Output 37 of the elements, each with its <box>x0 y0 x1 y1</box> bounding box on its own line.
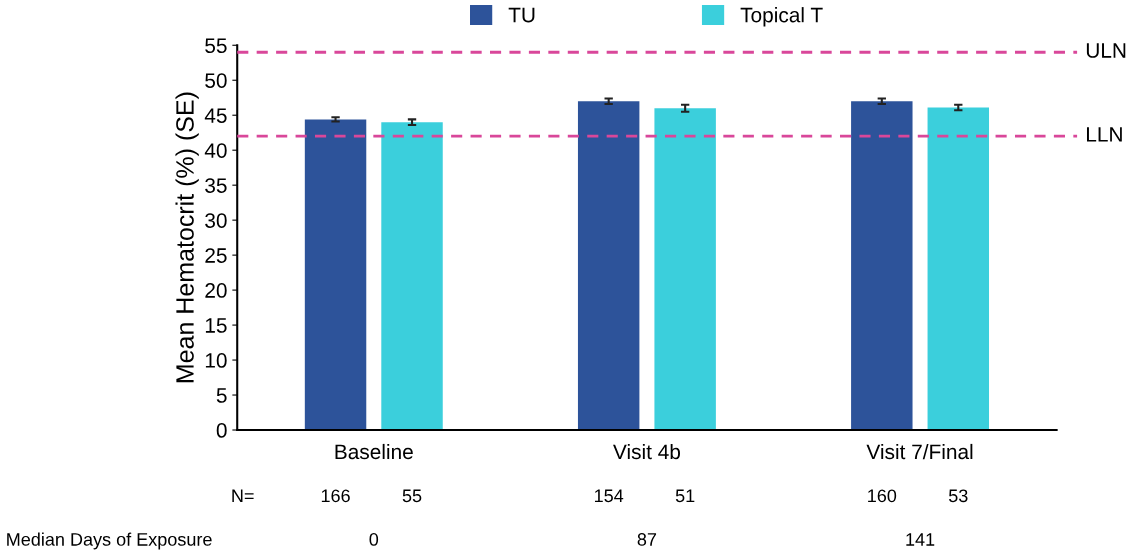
text: 51 <box>675 489 695 503</box>
y-tick-label: 0 <box>216 423 227 438</box>
y-tick-label: 40 <box>204 143 227 158</box>
text: 0 <box>369 533 379 546</box>
text: 160 <box>868 489 897 503</box>
text: 166 <box>321 489 350 503</box>
y-tick-label: 35 <box>205 178 227 193</box>
legend-label: Topical T <box>740 7 823 27</box>
y-tick-label: 45 <box>204 108 227 123</box>
text: 87 <box>637 533 657 546</box>
y-tick-label: 50 <box>205 73 227 88</box>
y-tick-label: 20 <box>205 283 227 298</box>
x-tick-label: Visit 7/Final <box>866 443 973 460</box>
y-axis-title: Mean Hematocrit (%) (SE) <box>175 92 199 383</box>
legend-label: TU <box>508 7 535 23</box>
text: 55 <box>402 489 422 503</box>
y-tick-label: 5 <box>216 388 227 403</box>
y-tick-label: 10 <box>205 353 227 368</box>
bar <box>577 101 640 431</box>
ref-line-label: LLN <box>1087 127 1122 142</box>
bar <box>654 108 716 431</box>
bar <box>381 122 443 431</box>
y-tick-label: 55 <box>205 38 227 54</box>
text: 141 <box>906 533 935 546</box>
y-tick-label: 25 <box>205 248 227 263</box>
bar <box>304 119 367 431</box>
y-tick-label: 30 <box>205 213 227 228</box>
bar <box>927 107 990 431</box>
x-tick-label: Visit 4b <box>613 443 681 460</box>
text: 154 <box>594 489 624 503</box>
text: N= <box>232 489 254 503</box>
x-tick-label: Baseline <box>335 443 413 460</box>
ref-line-label: ULN <box>1086 43 1126 58</box>
bar <box>851 101 913 431</box>
text: 53 <box>948 489 968 503</box>
text: Median Days of Exposure <box>7 532 212 550</box>
y-tick-label: 15 <box>205 318 227 333</box>
